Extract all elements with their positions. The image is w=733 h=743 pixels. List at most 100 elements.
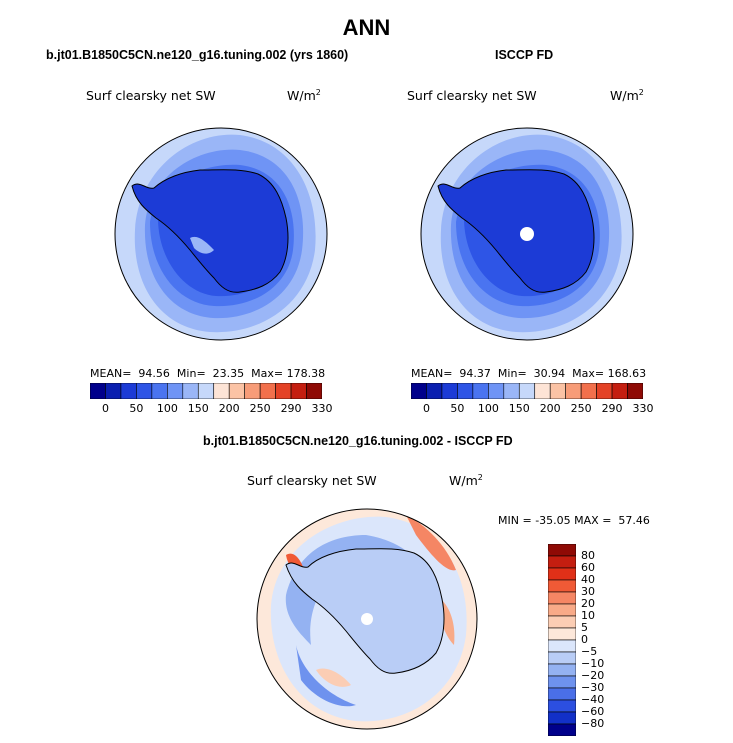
right-pole-missing-data (520, 227, 534, 241)
colorbar-tick-label: 100 (477, 402, 499, 415)
colorbar-swatch (596, 383, 613, 399)
colorbar-swatch (548, 579, 576, 593)
colorbar-swatch (548, 615, 576, 629)
left-case-title: b.jt01.B1850C5CN.ne120_g16.tuning.002 (y… (46, 48, 349, 62)
colorbar-swatch (275, 383, 292, 399)
right-case-title: ISCCP FD (495, 48, 554, 62)
colorbar-tick-label: 20 (581, 597, 595, 610)
colorbar-swatch (548, 627, 576, 641)
colorbar-swatch (105, 383, 122, 399)
colorbar-tick-label: 50 (450, 402, 465, 415)
colorbar-swatch (611, 383, 628, 399)
colorbar-tick-label: −10 (581, 657, 605, 670)
colorbar-tick-label: −5 (581, 645, 598, 658)
colorbar-swatch (548, 699, 576, 713)
left-antarctica-shape (131, 169, 289, 293)
colorbar-swatch (534, 383, 551, 399)
colorbar-tick-label: 40 (581, 573, 595, 586)
colorbar-swatch (549, 383, 566, 399)
colorbar-swatch (213, 383, 230, 399)
colorbar-tick-label: 330 (632, 402, 654, 415)
colorbar-tick-label: 10 (581, 609, 595, 622)
colorbar-swatch (548, 687, 576, 701)
colorbar-swatch (548, 639, 576, 653)
colorbar-tick-label: −20 (581, 669, 605, 682)
diff-polar-map (256, 508, 478, 730)
left-colorbar (90, 383, 322, 399)
colorbar-swatch (518, 383, 536, 399)
diff-antarctica-shape (285, 548, 445, 674)
right-colorbar-ticks: 0 50 100 150 200 250 290 330 (411, 402, 654, 416)
colorbar-swatch (244, 383, 261, 399)
left-polar-map (114, 127, 328, 341)
diff-stats: MIN = -35.05 MAX = 57.46 (498, 514, 650, 527)
right-colorbar (411, 383, 643, 399)
colorbar-swatch (411, 383, 427, 399)
diff-colorbar (548, 544, 576, 736)
colorbar-tick-label: −80 (581, 717, 605, 730)
colorbar-swatch (90, 383, 106, 399)
colorbar-swatch (548, 603, 576, 617)
colorbar-swatch (488, 383, 505, 399)
right-variable-label: Surf clearsky net SW (407, 88, 537, 103)
colorbar-swatch (290, 383, 307, 399)
diff-colorbar-ticks: 80 60 40 30 20 10 5 0 −5 −10 −20 −30 −40 −60 −80 (581, 544, 621, 736)
diff-case-title: b.jt01.B1850C5CN.ne120_g16.tuning.002 - … (203, 434, 513, 448)
colorbar-tick-label: 0 (422, 402, 430, 415)
colorbar-tick-label: −60 (581, 705, 605, 718)
diff-variable-label: Surf clearsky net SW (247, 473, 377, 488)
colorbar-tick-label: 50 (129, 402, 144, 415)
colorbar-swatch (457, 383, 474, 399)
colorbar-swatch (548, 675, 576, 689)
colorbar-swatch (548, 651, 576, 665)
colorbar-swatch (627, 383, 643, 399)
right-polar-map (420, 127, 634, 341)
colorbar-tick-label: 290 (601, 402, 623, 415)
colorbar-tick-label: −30 (581, 681, 605, 694)
colorbar-tick-label: 200 (539, 402, 561, 415)
colorbar-tick-label: −40 (581, 693, 605, 706)
colorbar-tick-label: 100 (156, 402, 178, 415)
colorbar-tick-label: 150 (187, 402, 209, 415)
colorbar-tick-label: 290 (280, 402, 302, 415)
colorbar-tick-label: 250 (249, 402, 271, 415)
colorbar-swatch (503, 383, 520, 399)
colorbar-tick-label: 330 (311, 402, 333, 415)
colorbar-swatch (167, 383, 184, 399)
colorbar-swatch (120, 383, 137, 399)
colorbar-tick-label: 0 (101, 402, 109, 415)
right-units-label: W/m2 (610, 88, 644, 104)
colorbar-swatch (151, 383, 168, 399)
diff-units-label: W/m2 (449, 473, 483, 489)
colorbar-swatch (441, 383, 458, 399)
left-colorbar-ticks: 0 50 100 150 200 250 290 330 (90, 402, 333, 416)
figure-title: ANN (342, 15, 391, 40)
colorbar-swatch (426, 383, 443, 399)
colorbar-swatch (548, 723, 576, 736)
colorbar-tick-label: 60 (581, 561, 595, 574)
colorbar-swatch (565, 383, 582, 399)
colorbar-tick-label: 250 (570, 402, 592, 415)
diff-pole-missing-data (361, 613, 373, 625)
colorbar-swatch (306, 383, 322, 399)
colorbar-swatch (548, 663, 576, 677)
colorbar-swatch (472, 383, 489, 399)
colorbar-swatch (182, 383, 199, 399)
colorbar-swatch (548, 711, 576, 725)
colorbar-tick-label: 0 (581, 633, 588, 646)
colorbar-swatch (548, 555, 576, 569)
colorbar-tick-label: 5 (581, 621, 588, 634)
right-antarctica-shape (437, 169, 595, 293)
left-variable-label: Surf clearsky net SW (86, 88, 216, 103)
left-stats: MEAN= 94.56 Min= 23.35 Max= 178.38 (90, 367, 326, 380)
colorbar-swatch (136, 383, 153, 399)
colorbar-swatch (548, 544, 576, 557)
colorbar-tick-label: 150 (508, 402, 530, 415)
colorbar-swatch (580, 383, 597, 399)
right-stats: MEAN= 94.37 Min= 30.94 Max= 168.63 (411, 367, 647, 380)
colorbar-tick-label: 30 (581, 585, 595, 598)
colorbar-swatch (548, 567, 576, 581)
colorbar-tick-label: 80 (581, 549, 595, 562)
colorbar-tick-label: 200 (218, 402, 240, 415)
colorbar-swatch (548, 591, 576, 605)
